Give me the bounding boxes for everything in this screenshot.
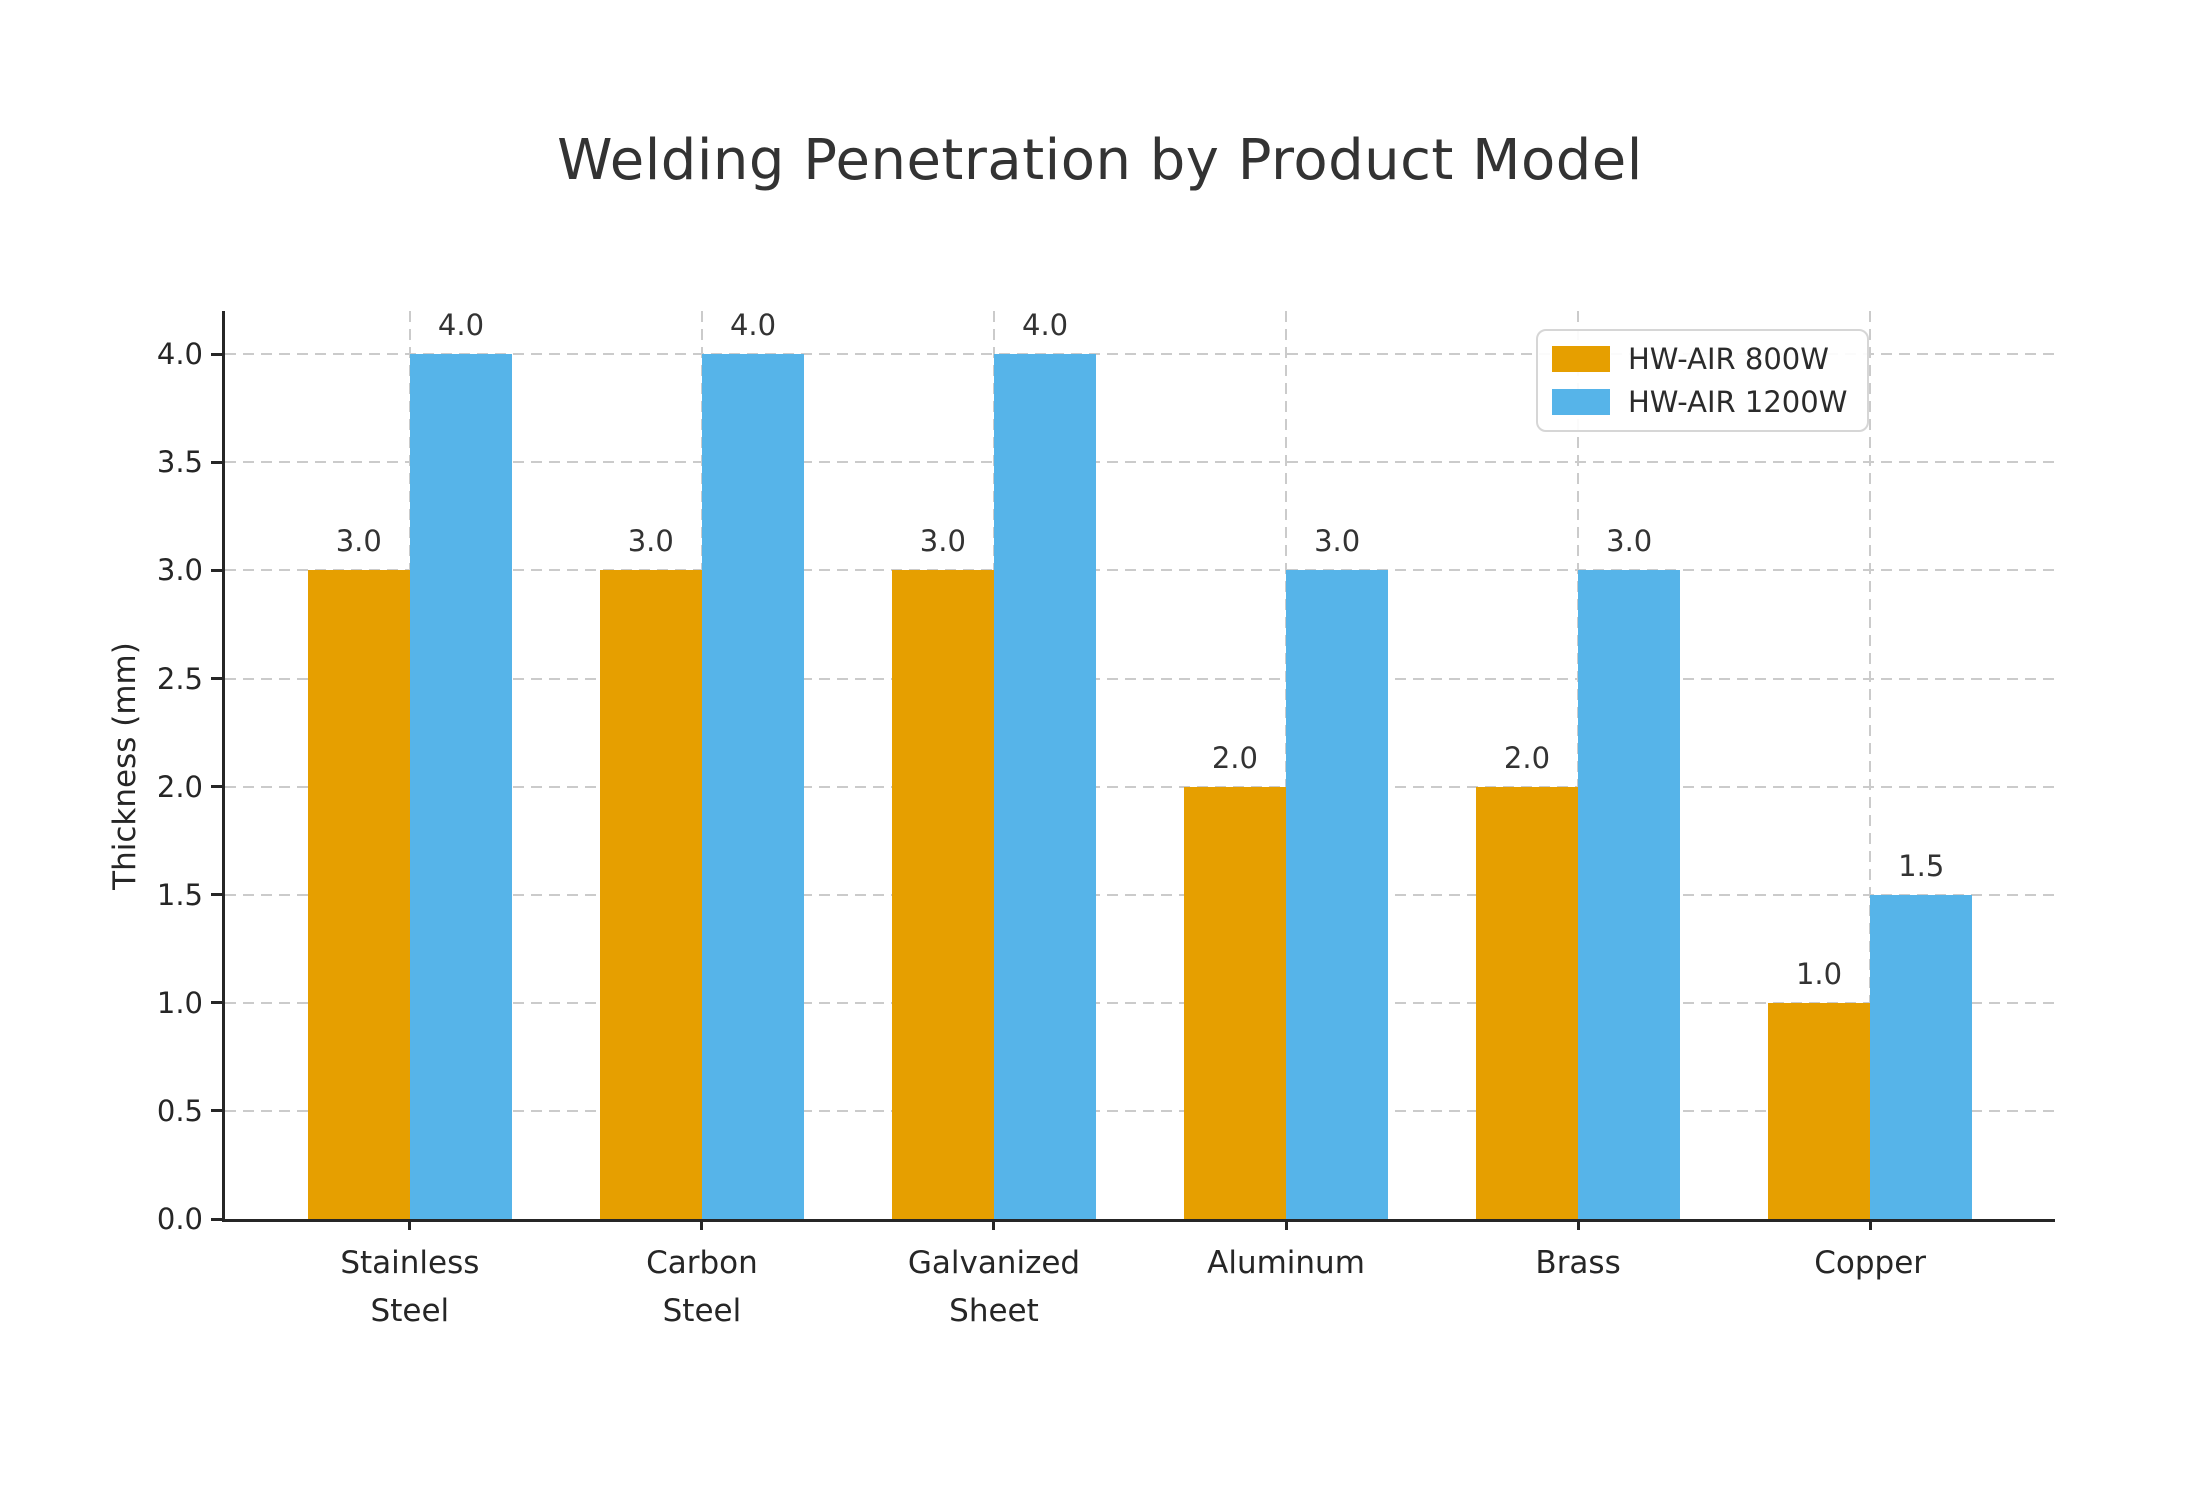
y-tick (211, 1217, 225, 1221)
x-tick (1576, 1219, 1580, 1230)
bar-series1 (1870, 894, 1973, 1219)
y-tick (211, 1001, 225, 1005)
bar-value-label: 3.0 (627, 524, 674, 559)
legend-swatch-series0 (1552, 346, 1610, 372)
bar-value-label: 4.0 (729, 308, 777, 343)
legend-label-series1: HW-AIR 1200W (1628, 385, 1848, 419)
bar-value-label: 1.0 (1795, 956, 1843, 991)
category-label: Carbon Steel (646, 1245, 758, 1330)
y-axis-title: Thickness (mm) (107, 642, 143, 890)
y-tick (211, 352, 225, 356)
bar-series0 (599, 570, 702, 1219)
h-gridline (225, 893, 2055, 896)
y-tick (211, 1109, 225, 1113)
y-tick (211, 893, 225, 897)
legend-row: HW-AIR 1200W (1552, 385, 1847, 419)
h-gridline (225, 785, 2055, 788)
x-tick (992, 1219, 996, 1230)
category-label: Aluminum (1207, 1245, 1365, 1281)
h-gridline (225, 353, 2055, 356)
bar-series1 (409, 354, 513, 1219)
bar-series0 (1475, 786, 1579, 1219)
bar-series1 (993, 354, 1097, 1219)
bar-value-label: 2.0 (1503, 740, 1551, 775)
category-label: Brass (1535, 1245, 1621, 1281)
bar-value-label: 3.0 (1314, 524, 1361, 559)
bar-series1 (1578, 570, 1681, 1219)
bar-value-label: 3.0 (335, 524, 382, 559)
bar-series0 (1183, 786, 1286, 1219)
y-tick-label: 4.0 (156, 337, 203, 372)
category-label: Galvanized Sheet (907, 1245, 1081, 1330)
y-tick-label: 0.0 (156, 1202, 203, 1236)
h-gridline (225, 461, 2055, 464)
x-tick (700, 1219, 704, 1230)
bar-value-label: 4.0 (1022, 308, 1069, 343)
y-tick-label: 1.5 (156, 877, 203, 912)
category-label: Stainless Steel (340, 1245, 480, 1330)
category-label: Copper (1814, 1245, 1927, 1281)
y-tick-label: 3.0 (156, 553, 203, 588)
bar-value-label: 3.0 (1606, 524, 1653, 559)
v-gridline (1869, 311, 1872, 1219)
legend: HW-AIR 800W HW-AIR 1200W (1536, 329, 1870, 432)
x-tick (1868, 1219, 1872, 1230)
y-tick-label: 1.0 (156, 985, 203, 1020)
plot-area: 0.0 0.5 1.0 1.5 2.0 2.5 3.0 3.5 4.0 Stainless Ste… (157, 308, 2055, 1329)
legend-row: HW-AIR 800W (1552, 342, 1847, 376)
h-gridline (225, 569, 2055, 572)
y-tick-label: 2.5 (156, 661, 203, 696)
legend-label-series0: HW-AIR 800W (1628, 342, 1829, 376)
chart-title: Welding Penetration by Product Model (557, 128, 1643, 193)
x-tick (1284, 1219, 1288, 1230)
y-tick (211, 568, 225, 572)
y-tick-label: 2.0 (156, 769, 203, 804)
bar-value-label: 1.5 (1898, 848, 1945, 883)
y-tick-label: 3.5 (156, 445, 203, 480)
y-tick (211, 677, 225, 681)
legend-swatch-series1 (1552, 389, 1610, 415)
bar-value-label: 3.0 (919, 524, 966, 559)
y-tick (211, 785, 225, 789)
h-gridline (225, 677, 2055, 680)
bar-series1 (701, 354, 805, 1219)
bar-series0 (1767, 1002, 1871, 1219)
h-gridline (225, 1109, 2055, 1112)
bar-series0 (891, 570, 994, 1219)
bar-series0 (307, 570, 410, 1219)
h-gridline (225, 1001, 2055, 1004)
x-tick (408, 1219, 412, 1230)
bar-value-label: 4.0 (437, 308, 485, 343)
bar-value-label: 2.0 (1211, 740, 1258, 775)
y-tick (211, 460, 225, 464)
bar-series1 (1286, 570, 1389, 1219)
y-tick-label: 0.5 (156, 1093, 203, 1128)
